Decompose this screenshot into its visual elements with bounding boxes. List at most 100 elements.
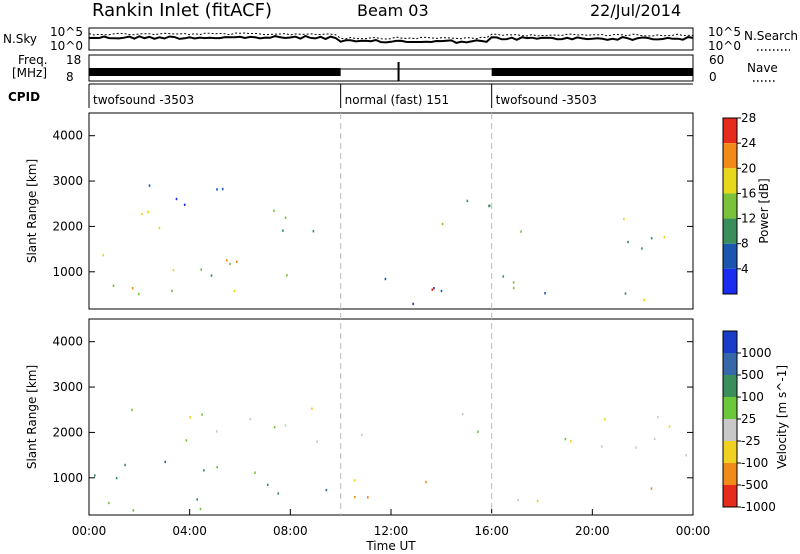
y-tick-label-3: 4000 xyxy=(52,129,83,143)
power-y-label: Slant Range [km] xyxy=(25,159,39,263)
cell-8 xyxy=(431,288,434,291)
cell-1 xyxy=(653,437,656,441)
cell-0 xyxy=(185,439,188,442)
colorbar-swatch-6 xyxy=(723,118,737,144)
cell-2 xyxy=(199,507,202,511)
colorbar-tick-label-2: 12 xyxy=(741,212,756,226)
cell-5 xyxy=(216,188,218,191)
cell-2 xyxy=(132,509,135,512)
cell-2 xyxy=(203,469,205,472)
station-title: Rankin Inlet (fitACF) xyxy=(92,0,272,21)
cell-10 xyxy=(502,275,505,278)
cell-1 xyxy=(604,418,606,421)
freq-label-1: Freq. xyxy=(18,53,48,67)
cell-9 xyxy=(520,230,522,233)
sky-label: N.Sky xyxy=(3,32,37,46)
x-tick-label-2: 08:00 xyxy=(273,524,308,538)
cell-0 xyxy=(312,230,315,233)
colorbar-tick-label-3: 16 xyxy=(741,186,756,200)
colorbar-tick-label-4: 20 xyxy=(741,161,756,175)
colorbar-tick-label-1: 8 xyxy=(741,237,749,251)
cell-0 xyxy=(284,216,287,219)
sky-tick-top: 10^5 xyxy=(50,25,83,39)
colorbar-swatch-2 xyxy=(723,375,737,397)
cell-9 xyxy=(623,217,625,221)
cell-5 xyxy=(175,197,178,201)
cell-6 xyxy=(650,487,653,490)
cell-2 xyxy=(216,466,218,469)
cell-7 xyxy=(412,302,414,306)
cell-0 xyxy=(282,229,284,232)
date-label: 22/Jul/2014 xyxy=(590,1,681,20)
power-y-axis: 1000 2000 3000 4000 xyxy=(52,129,693,279)
power-panel-frame xyxy=(88,112,694,310)
cell-6 xyxy=(488,204,490,208)
cpid-segments: twofsound -3503 normal (fast) 151 twofsoun… xyxy=(88,84,597,108)
y-tick-label-2: 3000 xyxy=(52,380,83,394)
velocity-y-label: Slant Range [km] xyxy=(25,365,39,469)
velocity-panel-frame xyxy=(88,318,694,516)
velocity-colorbar-label: Velocity [m s^-1] xyxy=(775,365,789,469)
colorbar-swatch-1 xyxy=(723,353,737,375)
cell-4 xyxy=(354,495,356,499)
cpid-row: CPID twofsound -3503 normal (fast) 151 two… xyxy=(8,83,693,108)
colorbar-swatch-1 xyxy=(723,243,737,269)
cell-1 xyxy=(601,445,603,448)
cell-0 xyxy=(147,210,149,214)
noise-search-line xyxy=(88,32,694,40)
cell-0 xyxy=(477,430,479,433)
cell-5 xyxy=(536,499,539,503)
colorbar-tick-label-1: 500 xyxy=(741,368,764,382)
cell-0 xyxy=(216,430,218,433)
x-tick-label-3: 12:00 xyxy=(374,524,409,538)
nave-tick-bottom: 0 xyxy=(709,70,717,84)
colorbar-swatch-0 xyxy=(723,268,737,294)
search-tick-bottom: 10^0 xyxy=(708,39,741,53)
cpid-segment-0: twofsound -3503 xyxy=(93,93,194,107)
colorbar-swatch-0 xyxy=(723,331,737,353)
cell-4 xyxy=(353,479,356,482)
cell-2 xyxy=(124,463,126,467)
freq-tick-top: 18 xyxy=(66,53,81,67)
x-tick-label-5: 20:00 xyxy=(575,524,610,538)
cell-10 xyxy=(544,292,546,295)
cell-0 xyxy=(361,433,363,436)
frequency-band-0 xyxy=(89,68,341,76)
noise-panel-frame xyxy=(88,27,694,51)
cell-7 xyxy=(440,289,443,293)
nave-tick-top: 60 xyxy=(709,53,724,67)
cell-4 xyxy=(367,496,369,499)
cell-2 xyxy=(196,498,198,501)
cell-0 xyxy=(158,226,161,230)
mode-change-lines xyxy=(340,113,493,515)
cell-5 xyxy=(148,184,151,187)
cell-11 xyxy=(643,298,645,302)
colorbar-tick-label-6: 28 xyxy=(741,111,756,125)
cell-1 xyxy=(200,268,202,271)
power-panel: 1000 2000 3000 4000 Slant Range [km] 4 8 12 16… xyxy=(25,111,771,310)
colorbar-swatch-5 xyxy=(723,441,737,463)
cpid-label: CPID xyxy=(8,90,40,104)
cell-7 xyxy=(433,287,435,290)
cell-5 xyxy=(183,203,186,206)
frequency-bars xyxy=(89,62,693,81)
cell-2 xyxy=(277,492,280,495)
velocity-y-axis: 1000 2000 3000 4000 xyxy=(52,335,693,485)
colorbar-tick-label-4: -25 xyxy=(741,434,761,448)
frequency-band-1 xyxy=(491,68,693,76)
x-tick-label-0: 00:00 xyxy=(72,524,107,538)
freq-label-2: [MHz] xyxy=(12,66,47,80)
noise-sky-line xyxy=(88,34,694,44)
velocity-colorbar: 1000 500 100 25 -25 -100 -500 -1000 xyxy=(722,330,776,514)
cell-1 xyxy=(564,437,567,441)
nave-label: Nave xyxy=(747,61,778,75)
cell-10 xyxy=(512,286,515,290)
power-colorbar-label: Power [dB] xyxy=(757,178,771,243)
colorbar-frame xyxy=(722,117,738,295)
cell-1 xyxy=(210,274,213,277)
cell-10 xyxy=(624,292,627,295)
x-axis-label: Time UT xyxy=(365,539,416,553)
cell-0 xyxy=(273,426,276,429)
colorbar-swatch-3 xyxy=(723,193,737,219)
